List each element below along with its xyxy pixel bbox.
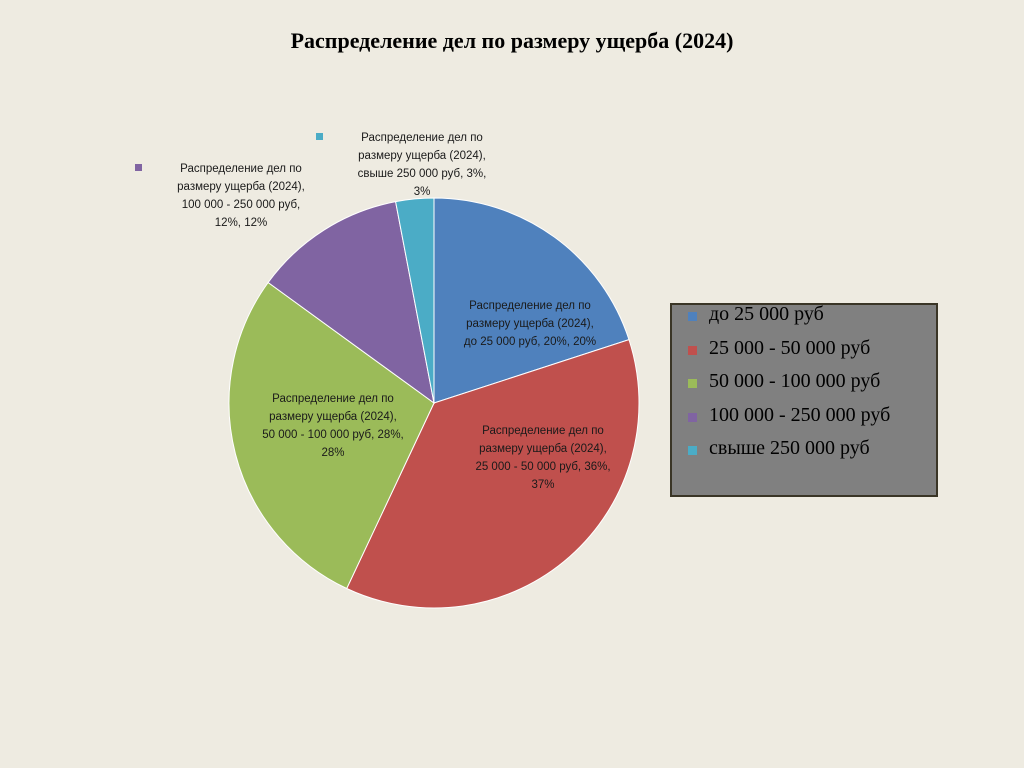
chart-legend: до 25 000 руб 25 000 - 50 000 руб 50 000 -…: [670, 303, 938, 497]
slice-label-key: [316, 133, 323, 140]
slice-data-label-line: размеру ущерба (2024),: [177, 181, 305, 193]
slice-data-label-line: размеру ущерба (2024),: [358, 150, 486, 162]
slice-data-label: Распределение дел по размеру ущерба (2024…: [430, 297, 630, 351]
pie-slice: [346, 339, 640, 609]
legend-swatch: [688, 345, 697, 355]
slice-data-label-line: Распределение дел по: [469, 300, 591, 312]
slice-data-label-line: 25 000 - 50 000 руб, 36%,: [475, 461, 611, 473]
chart-title: Распределение дел по размеру ущерба (202…: [290, 28, 734, 53]
legend-swatch: [688, 412, 697, 422]
slice-data-label-line: размеру ущерба (2024),: [466, 318, 594, 330]
slice-data-label-line: Распределение дел по: [135, 160, 341, 178]
pie-slice: [395, 197, 435, 404]
slice-data-label-line: 100 000 - 250 000 руб,: [181, 199, 301, 211]
legend-label: 100 000 - 250 000 руб: [709, 403, 891, 426]
legend-label: свыше 250 000 руб: [709, 437, 870, 459]
pie-slice: [433, 197, 630, 404]
slice-data-label: Распределение дел по размеру ущерба (2024…: [233, 390, 433, 462]
legend-swatch: [688, 446, 697, 455]
legend-label: 50 000 - 100 000 руб: [709, 370, 881, 392]
slice-data-label-line: свыше 250 000 руб, 3%,: [357, 168, 487, 180]
slice-data-label-line: 12%, 12%: [214, 217, 268, 229]
slice-data-label-line: 37%: [531, 479, 555, 491]
slice-data-label: Распределение дел по размеру ущерба (2024…: [316, 129, 522, 201]
pie-slice: [228, 281, 435, 590]
slice-data-label-line: Распределение дел по: [316, 129, 522, 147]
pie-slice: [267, 201, 435, 405]
slice-data-label: Распределение дел по размеру ущерба (2024…: [443, 422, 643, 494]
slice-data-label-line: размеру ущерба (2024),: [269, 411, 397, 423]
slice-data-label-line: Распределение дел по: [482, 425, 604, 437]
legend-label: 25 000 - 50 000 руб: [709, 336, 871, 359]
slice-label-key: [135, 164, 142, 171]
legend-swatch: [688, 312, 697, 321]
slice-data-label-line: до 25 000 руб, 20%, 20%: [463, 336, 597, 348]
slice-data-label-line: 28%: [321, 447, 345, 459]
slice-data-label: Распределение дел по размеру ущерба (2024…: [135, 160, 341, 232]
slice-data-label-line: размеру ущерба (2024),: [479, 443, 607, 455]
slice-data-label-line: 3%: [413, 186, 431, 198]
slice-data-label-line: Распределение дел по: [272, 393, 394, 405]
legend-swatch: [688, 379, 697, 388]
legend-label: до 25 000 руб: [709, 303, 824, 325]
slice-data-label-line: 50 000 - 100 000 руб, 28%,: [262, 429, 404, 441]
